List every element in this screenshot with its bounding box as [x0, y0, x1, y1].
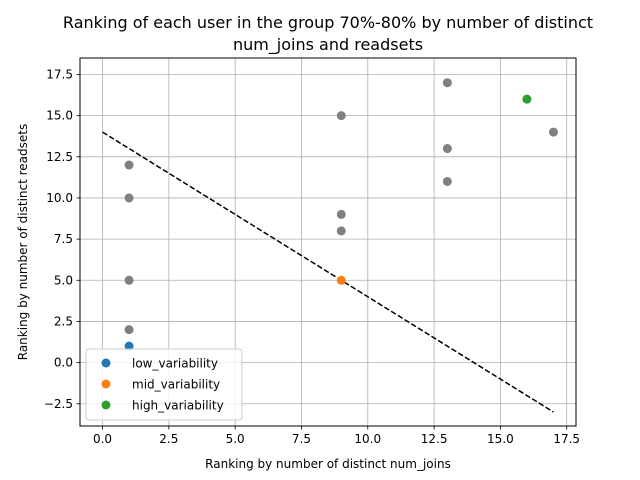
x-tick-label: 5.0	[226, 432, 245, 446]
scatter-point-low-variability	[124, 341, 134, 351]
x-tick-label: 12.5	[421, 432, 448, 446]
scatter-point-gray	[442, 176, 452, 186]
scatter-point-gray	[124, 325, 134, 335]
y-axis-label: Ranking by number of distinct readsets	[16, 124, 30, 361]
scatter-point-gray	[336, 226, 346, 236]
x-ticks: 0.0 2.5 5.0 7.5 10.0 12.5 15.0 17.5	[93, 426, 580, 446]
y-tick-label: 2.5	[54, 314, 73, 328]
points-layer	[124, 78, 558, 351]
trend-layer	[102, 131, 554, 413]
y-tick-label: 7.5	[54, 232, 73, 246]
scatter-point-gray	[442, 144, 452, 154]
legend: low_variability mid_variability high_varia…	[85, 348, 243, 421]
scatter-point-gray	[124, 275, 134, 285]
trend-line	[102, 131, 554, 413]
chart-title-line-2: num_joins and readsets	[233, 35, 423, 55]
y-tick-label: 10.0	[46, 191, 73, 205]
x-tick-label: 0.0	[93, 432, 112, 446]
scatter-point-gray	[124, 160, 134, 170]
scatter-point-gray	[124, 193, 134, 203]
scatter-point-high-variability	[522, 94, 532, 104]
plot-frame	[79, 57, 577, 427]
legend-marker-low-variability	[101, 358, 111, 368]
y-tick-label: 12.5	[46, 150, 73, 164]
chart-title-line-1: Ranking of each user in the group 70%-80…	[63, 13, 593, 32]
legend-label-low-variability: low_variability	[132, 357, 218, 371]
y-tick-label: −2.5	[44, 397, 73, 411]
scatter-point-gray	[336, 209, 346, 219]
legend-box	[85, 348, 243, 421]
scatter-point-gray	[548, 127, 558, 137]
x-tick-label: 17.5	[553, 432, 580, 446]
y-tick-label: 0.0	[54, 356, 73, 370]
x-tick-label: 2.5	[159, 432, 178, 446]
y-ticks: −2.5 0.0 2.5 5.0 7.5 10.0 12.5 15.0 17.5	[44, 67, 80, 411]
x-tick-label: 7.5	[292, 432, 311, 446]
x-tick-label: 15.0	[487, 432, 514, 446]
legend-label-high-variability: high_variability	[132, 399, 224, 413]
scatter-point-gray	[336, 111, 346, 121]
y-tick-label: 17.5	[46, 67, 73, 81]
scatter-point-gray	[442, 78, 452, 88]
x-axis-label: Ranking by number of distinct num_joins	[205, 457, 451, 471]
legend-marker-high-variability	[101, 400, 111, 410]
grid-layer	[80, 58, 576, 426]
chart-title: Ranking of each user in the group 70%-80…	[63, 13, 593, 55]
x-tick-label: 10.0	[354, 432, 381, 446]
legend-label-mid-variability: mid_variability	[132, 378, 220, 392]
legend-marker-mid-variability	[101, 379, 111, 389]
y-tick-label: 5.0	[54, 273, 73, 287]
y-tick-label: 15.0	[46, 109, 73, 123]
scatter-point-mid-variability	[336, 275, 346, 285]
